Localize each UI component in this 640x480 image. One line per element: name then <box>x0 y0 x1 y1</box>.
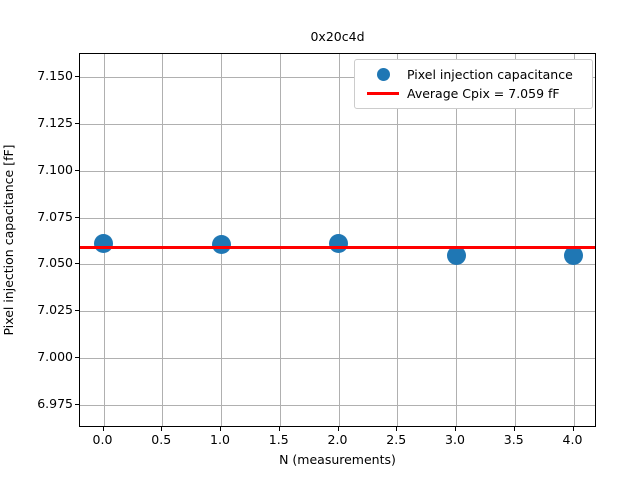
x-tick <box>572 427 574 431</box>
x-tick <box>102 427 104 431</box>
y-tick <box>75 356 79 358</box>
legend-label: Pixel injection capacitance <box>407 67 573 82</box>
y-axis-label-container: Pixel injection capacitance [fF] <box>0 53 18 427</box>
y-tick <box>75 216 79 218</box>
average-line <box>80 246 595 249</box>
gridline-horizontal <box>80 357 595 359</box>
chart-legend: Pixel injection capacitance Average Cpix… <box>354 59 593 109</box>
x-tick-label: 1.0 <box>210 432 230 447</box>
x-tick <box>161 427 163 431</box>
x-tick-label: 1.5 <box>268 432 289 447</box>
x-axis-label: N (measurements) <box>279 452 396 467</box>
x-tick-label: 2.0 <box>327 432 348 447</box>
data-point <box>446 246 466 266</box>
y-tick-label: 7.150 <box>37 68 73 84</box>
y-tick <box>75 403 79 405</box>
x-tick-label: 0.5 <box>151 432 172 447</box>
y-tick-label: 6.975 <box>37 395 73 411</box>
legend-label: Average Cpix = 7.059 fF <box>407 86 560 101</box>
gridline-horizontal <box>80 124 595 126</box>
x-tick-label: 0.0 <box>92 432 113 447</box>
y-tick <box>75 310 79 312</box>
x-tick-label: 3.0 <box>445 432 465 447</box>
gridline-vertical <box>456 54 457 426</box>
legend-item-pixel-injection-capacitance: Pixel injection capacitance <box>362 65 585 84</box>
gridline-horizontal <box>80 217 595 219</box>
y-tick-label: 7.025 <box>37 302 73 318</box>
gridline-horizontal <box>80 404 595 406</box>
data-point <box>564 245 583 265</box>
x-tick <box>455 427 457 431</box>
legend-line-icon <box>362 92 404 95</box>
y-tick <box>75 123 79 125</box>
gridline-horizontal <box>80 264 595 266</box>
gridline-vertical <box>397 54 399 426</box>
y-tick-label: 7.050 <box>37 255 73 271</box>
gridline-horizontal <box>80 170 595 172</box>
y-tick <box>75 76 79 78</box>
data-point <box>329 234 348 254</box>
legend-marker-dot-icon <box>362 68 404 81</box>
y-tick <box>75 263 79 265</box>
plot-area <box>79 53 596 427</box>
x-tick-label: 3.5 <box>503 432 524 447</box>
y-tick-label: 7.075 <box>37 208 73 224</box>
gridline-horizontal <box>80 311 595 313</box>
gridline-horizontal <box>80 77 595 79</box>
x-tick-label: 2.5 <box>386 432 407 447</box>
gridline-vertical <box>514 54 516 426</box>
y-tick-label: 7.125 <box>37 115 73 131</box>
x-tick-label: 4.0 <box>562 432 583 447</box>
gridline-vertical <box>162 54 164 426</box>
y-tick-label: 7.000 <box>37 348 73 364</box>
x-tick <box>396 427 398 431</box>
y-tick <box>75 169 79 171</box>
y-tick-label: 7.100 <box>37 161 73 177</box>
x-tick <box>278 427 280 431</box>
gridline-vertical <box>573 54 575 426</box>
legend-item-average-cpix: Average Cpix = 7.059 fF <box>362 84 585 103</box>
data-point <box>94 233 113 253</box>
data-point <box>211 234 231 254</box>
x-tick <box>337 427 339 431</box>
x-tick <box>513 427 515 431</box>
gridline-vertical <box>279 54 281 426</box>
chart-title: 0x20c4d <box>310 29 365 44</box>
x-tick <box>220 427 222 431</box>
